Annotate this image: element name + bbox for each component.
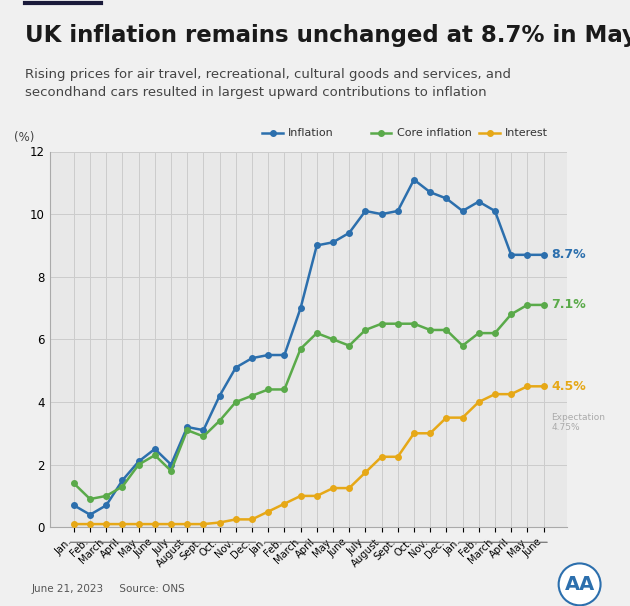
Text: 8.7%: 8.7% — [552, 248, 587, 261]
Text: 4.5%: 4.5% — [552, 380, 587, 393]
Text: 7.1%: 7.1% — [552, 298, 587, 311]
Text: Rising prices for air travel, recreational, cultural goods and services, and
sec: Rising prices for air travel, recreation… — [25, 68, 511, 99]
Text: UK inflation remains unchanged at 8.7% in May: UK inflation remains unchanged at 8.7% i… — [25, 24, 630, 47]
Text: Expectation
4.75%: Expectation 4.75% — [552, 413, 605, 432]
Text: June 21, 2023     Source: ONS: June 21, 2023 Source: ONS — [32, 584, 185, 594]
Text: Inflation: Inflation — [288, 128, 334, 138]
Text: (%): (%) — [14, 131, 35, 144]
Text: Interest: Interest — [505, 128, 548, 138]
Text: Core inflation: Core inflation — [396, 128, 471, 138]
Text: AA: AA — [564, 575, 595, 594]
